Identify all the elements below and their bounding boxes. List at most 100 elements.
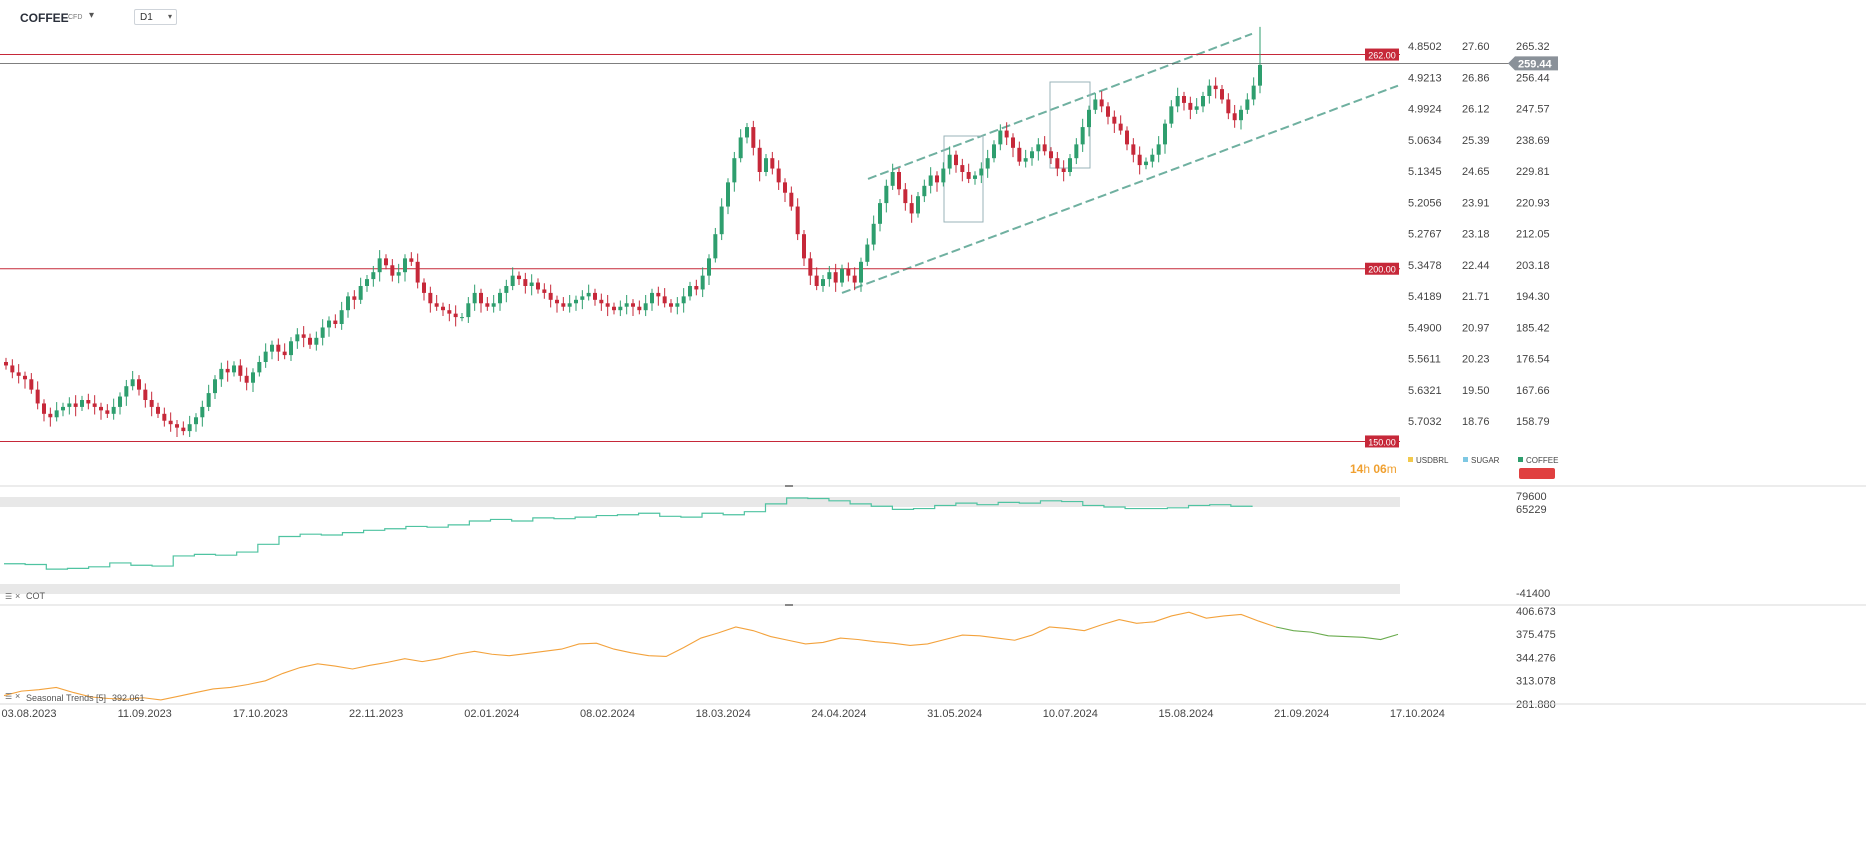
sugar-axis-label: 23.18 [1462, 229, 1490, 241]
candle-body [168, 420, 173, 425]
candle-body [466, 303, 471, 318]
candle-body [1144, 161, 1148, 166]
candle-body [1182, 96, 1186, 103]
sugar-axis-label: 23.91 [1462, 197, 1490, 209]
time-axis-label: 08.02.2024 [580, 708, 635, 720]
sugar-axis-label: 18.76 [1462, 416, 1490, 428]
candle-body [510, 275, 515, 286]
candle-body [295, 334, 300, 342]
candle-body [650, 292, 654, 304]
candle-body [371, 272, 376, 280]
candle-body [1251, 85, 1256, 100]
candle-body [529, 282, 534, 286]
candle-body [954, 154, 958, 166]
candle-body [859, 261, 863, 283]
candle-body [814, 275, 819, 286]
time-axis-label: 11.09.2023 [118, 708, 172, 720]
candle-body [479, 292, 483, 304]
chart-legend: USDBRL SUGAR COFFEE [1408, 456, 1558, 479]
candle-body [903, 189, 908, 204]
usdbrl-axis-label: 5.3478 [1408, 260, 1442, 272]
candle-body [1106, 106, 1110, 117]
candle-body [422, 282, 426, 293]
candle-body [612, 306, 616, 311]
candle-body [1194, 106, 1199, 110]
candle-body [643, 303, 648, 311]
sugar-axis-label: 22.44 [1462, 260, 1490, 272]
candle-body [403, 258, 407, 273]
candle-body [130, 379, 135, 387]
panel-resize-handle [785, 604, 793, 606]
symbol-type: CFD [68, 14, 83, 21]
candle-body [1207, 85, 1212, 96]
usdbrl-axis-label: 5.5611 [1408, 354, 1441, 366]
candle-body [1087, 109, 1091, 128]
candle-body [618, 306, 623, 311]
symbol-name[interactable]: COFFEE [20, 11, 69, 25]
time-axis: 03.08.2023 11.09.2023 17.10.2023 22.11.2023… [0, 703, 1866, 720]
candle-body [770, 158, 775, 169]
candle-body [365, 279, 369, 286]
timeframe-select[interactable]: D1 ▾ [134, 9, 177, 25]
candle-body [808, 258, 813, 276]
candle-body [67, 403, 72, 407]
candle-body [1055, 158, 1060, 169]
candle-body [631, 303, 635, 307]
time-axis-label: 21.09.2024 [1274, 708, 1329, 720]
candle-body [707, 258, 711, 276]
coffee-axis-label: 158.79 [1516, 416, 1550, 428]
legend-swatch [1408, 457, 1413, 462]
candle-body [681, 296, 686, 304]
coffee-axis-label: 265.32 [1516, 41, 1550, 53]
sugar-axis-label: 27.60 [1462, 41, 1490, 53]
candle-body [415, 261, 420, 283]
candle-body [92, 403, 97, 407]
candle-body [270, 344, 274, 352]
candle-body [1125, 130, 1129, 145]
coffee-axis-label: 229.81 [1516, 166, 1550, 178]
candle-body [561, 303, 566, 307]
coffee-axis-label: 238.69 [1516, 135, 1550, 147]
candle-body [833, 272, 838, 283]
candle-body [985, 158, 990, 169]
seasonal-panel-title: Seasonal [26, 693, 64, 703]
seasonal-axis-label: 406.673 [1516, 606, 1556, 618]
candle-body [301, 334, 306, 338]
time-axis-label: 17.10.2023 [233, 708, 288, 720]
candle-body [1131, 144, 1136, 155]
seasonal-panel: 406.673 375.475 344.276 313.078 281.880 ☰ × Sea… [0, 604, 1866, 711]
candle-body [124, 386, 129, 397]
chevron-down-icon[interactable]: ▾ [89, 10, 95, 21]
usdbrl-axis-label: 4.8502 [1408, 41, 1442, 53]
candle-body [567, 303, 572, 307]
last-price-marker: 259.44 [1508, 56, 1558, 71]
candle-body [143, 389, 148, 400]
seasonal-axis-label: 375.475 [1516, 629, 1556, 641]
candle-body [947, 154, 952, 169]
candle-body [909, 203, 914, 214]
candle-body [865, 244, 870, 262]
candle-body [35, 389, 40, 404]
candle-body [802, 234, 806, 259]
sugar-axis-label: 19.50 [1462, 385, 1490, 397]
candle-body [713, 234, 718, 259]
candle-body [333, 320, 338, 324]
candle-body [504, 286, 509, 293]
horizontal-levels: 262.00 200.00 150.00 [0, 48, 1512, 448]
candle-body [86, 400, 91, 404]
candle-body [1156, 144, 1161, 155]
candle-body [80, 400, 84, 407]
last-price-label: 259.44 [1518, 58, 1553, 70]
candle-body [485, 303, 490, 307]
candle-body [472, 292, 477, 304]
panel-resize-handle [785, 485, 793, 487]
time-axis-label: 31.05.2024 [927, 708, 982, 720]
time-axis-label: 22.11.2023 [349, 708, 403, 720]
usdbrl-axis-label: 4.9213 [1408, 72, 1442, 84]
candle-body [498, 292, 502, 304]
time-axis-label: 15.08.2024 [1158, 708, 1213, 720]
candle-body [358, 286, 363, 300]
candle-body [555, 299, 559, 304]
menu-icon: ☰ [5, 592, 12, 601]
